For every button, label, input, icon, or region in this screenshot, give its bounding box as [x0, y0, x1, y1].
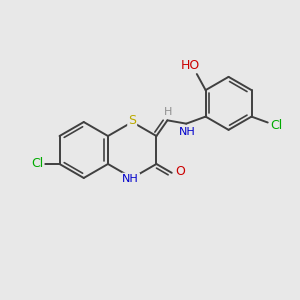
Text: Cl: Cl [31, 158, 44, 170]
Text: Cl: Cl [270, 119, 283, 132]
Text: S: S [128, 114, 136, 127]
Text: NH: NH [122, 174, 139, 184]
Text: O: O [175, 165, 185, 178]
Text: H: H [164, 107, 172, 117]
Text: HO: HO [181, 59, 200, 72]
Text: NH: NH [179, 127, 196, 137]
